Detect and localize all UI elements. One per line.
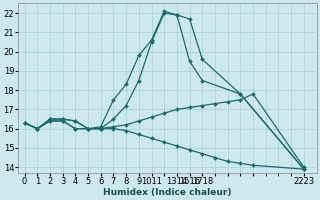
X-axis label: Humidex (Indice chaleur): Humidex (Indice chaleur) xyxy=(103,188,232,197)
